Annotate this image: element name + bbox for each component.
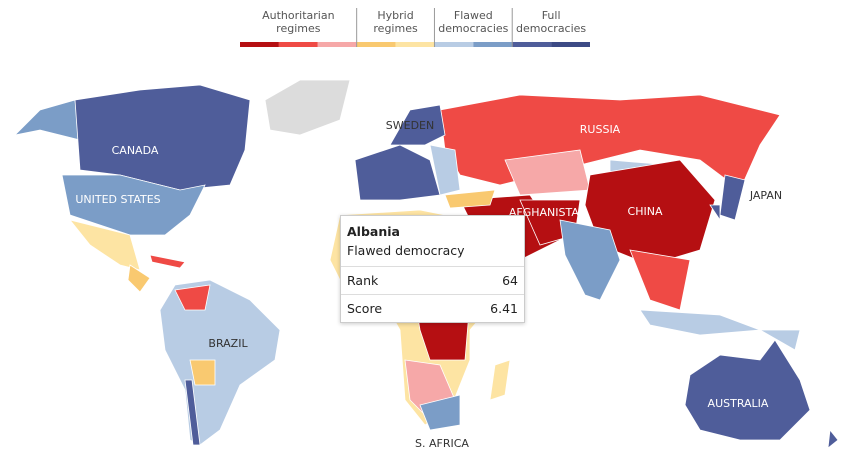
country bbox=[709, 204, 721, 222]
tooltip-row: Rank 64 bbox=[341, 267, 524, 295]
legend-label: regimes bbox=[276, 22, 321, 35]
legend-label: Authoritarian bbox=[262, 9, 334, 22]
country bbox=[629, 249, 691, 311]
legend-swatch bbox=[434, 42, 474, 47]
country bbox=[149, 254, 186, 269]
country-label: AFGHANISTAN bbox=[509, 206, 587, 219]
tooltip-category: Flawed democracy bbox=[341, 241, 524, 267]
legend-swatch bbox=[278, 42, 318, 47]
country bbox=[559, 219, 621, 301]
legend-label: Hybrid bbox=[377, 9, 413, 22]
legend-swatch bbox=[395, 42, 435, 47]
country bbox=[354, 144, 441, 201]
country bbox=[429, 144, 461, 196]
country bbox=[389, 104, 446, 146]
tooltip: Albania Flawed democracy Rank 64 Score 6.41 bbox=[340, 215, 525, 323]
legend-swatch bbox=[317, 42, 357, 47]
country bbox=[444, 189, 496, 209]
country bbox=[684, 339, 811, 441]
country bbox=[489, 359, 511, 401]
country bbox=[264, 79, 351, 136]
legend-swatch bbox=[240, 42, 279, 47]
tooltip-value: 64 bbox=[502, 273, 518, 288]
legend-swatch bbox=[551, 42, 590, 47]
country-label: CANADA bbox=[112, 144, 159, 157]
tooltip-value: 6.41 bbox=[490, 301, 518, 316]
country bbox=[758, 329, 801, 351]
legend-swatch bbox=[356, 42, 396, 47]
legend-label: regimes bbox=[373, 22, 418, 35]
country bbox=[189, 359, 216, 386]
country bbox=[174, 284, 211, 311]
country bbox=[639, 309, 761, 336]
tooltip-row: Score 6.41 bbox=[341, 295, 524, 322]
legend-swatch bbox=[512, 42, 552, 47]
country-label: JAPAN bbox=[749, 189, 782, 202]
legend-label: democracies bbox=[516, 22, 586, 35]
legend-label: Full bbox=[542, 9, 561, 22]
legend-swatch bbox=[473, 42, 513, 47]
country bbox=[61, 174, 206, 236]
country bbox=[827, 428, 839, 449]
country-label: S. AFRICA bbox=[415, 437, 469, 450]
country bbox=[184, 379, 201, 446]
country bbox=[719, 174, 746, 221]
country-label: RUSSIA bbox=[580, 123, 621, 136]
country bbox=[159, 279, 281, 446]
tooltip-label: Score bbox=[347, 301, 383, 316]
country-label: UNITED STATES bbox=[75, 193, 160, 206]
country-label: SWEDEN bbox=[386, 119, 434, 132]
tooltip-label: Rank bbox=[347, 273, 379, 288]
country bbox=[127, 264, 151, 293]
country-label: AUSTRALIA bbox=[708, 397, 769, 410]
tooltip-rows: Rank 64 Score 6.41 bbox=[341, 267, 524, 322]
country-label: CHINA bbox=[628, 205, 663, 218]
country bbox=[74, 84, 251, 191]
country bbox=[419, 394, 461, 431]
legend-label: democracies bbox=[438, 22, 508, 35]
country bbox=[13, 99, 81, 141]
tooltip-country: Albania bbox=[347, 224, 400, 239]
legend-label: Flawed bbox=[454, 9, 493, 22]
country-label: BRAZIL bbox=[208, 337, 248, 350]
